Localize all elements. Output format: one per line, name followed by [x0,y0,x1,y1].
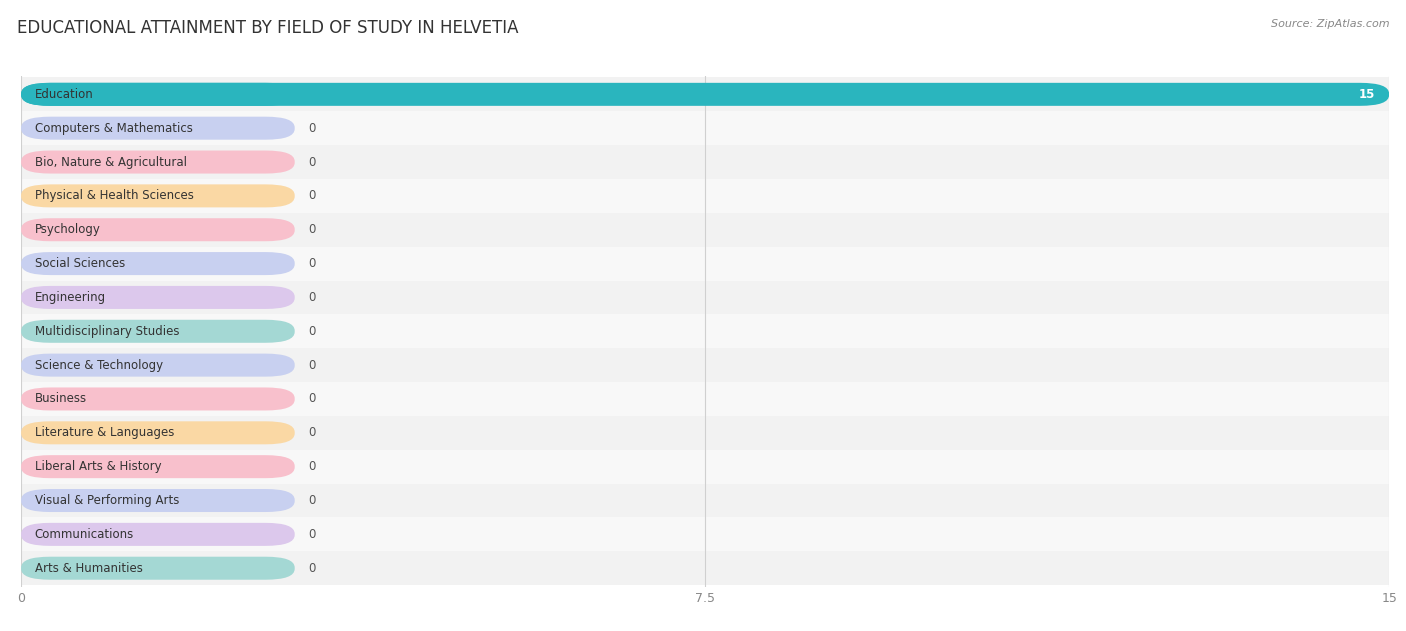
Bar [21,111,1389,145]
FancyBboxPatch shape [21,523,295,546]
FancyBboxPatch shape [21,489,295,512]
Text: EDUCATIONAL ATTAINMENT BY FIELD OF STUDY IN HELVETIA: EDUCATIONAL ATTAINMENT BY FIELD OF STUDY… [17,19,519,37]
Text: 0: 0 [308,494,316,507]
Text: 0: 0 [308,155,316,168]
Text: Visual & Performing Arts: Visual & Performing Arts [35,494,179,507]
Text: Literature & Languages: Literature & Languages [35,427,174,439]
Text: 0: 0 [308,358,316,372]
Bar [21,145,1389,179]
Bar [21,483,1389,517]
Text: 0: 0 [308,223,316,236]
Text: Computers & Mathematics: Computers & Mathematics [35,122,193,134]
Text: 0: 0 [308,189,316,203]
Bar [21,450,1389,483]
FancyBboxPatch shape [21,252,295,275]
Bar [21,247,1389,281]
Text: Social Sciences: Social Sciences [35,257,125,270]
Text: Business: Business [35,392,87,406]
Bar [21,213,1389,247]
FancyBboxPatch shape [21,387,295,411]
Text: Science & Technology: Science & Technology [35,358,163,372]
FancyBboxPatch shape [21,320,295,343]
Text: Communications: Communications [35,528,134,541]
Text: Liberal Arts & History: Liberal Arts & History [35,460,162,473]
Text: 0: 0 [308,460,316,473]
Text: 0: 0 [308,122,316,134]
Text: Education: Education [35,88,94,101]
Text: Bio, Nature & Agricultural: Bio, Nature & Agricultural [35,155,187,168]
Text: 15: 15 [1360,88,1375,101]
Bar [21,78,1389,111]
Text: 0: 0 [308,392,316,406]
Text: 0: 0 [308,325,316,338]
Text: Source: ZipAtlas.com: Source: ZipAtlas.com [1271,19,1389,29]
Text: 0: 0 [308,562,316,575]
Text: 0: 0 [308,291,316,304]
Text: Psychology: Psychology [35,223,101,236]
Text: 0: 0 [308,427,316,439]
Bar [21,281,1389,314]
Bar [21,314,1389,348]
FancyBboxPatch shape [21,83,295,106]
FancyBboxPatch shape [21,353,295,377]
Text: 0: 0 [308,257,316,270]
Text: Multidisciplinary Studies: Multidisciplinary Studies [35,325,180,338]
FancyBboxPatch shape [21,455,295,478]
Text: Engineering: Engineering [35,291,105,304]
Bar [21,179,1389,213]
Bar [21,348,1389,382]
FancyBboxPatch shape [21,151,295,174]
Bar [21,382,1389,416]
Text: 0: 0 [308,528,316,541]
Bar [21,551,1389,585]
Bar [21,416,1389,450]
FancyBboxPatch shape [21,83,1389,106]
FancyBboxPatch shape [21,184,295,208]
FancyBboxPatch shape [21,557,295,580]
FancyBboxPatch shape [21,117,295,139]
Text: Arts & Humanities: Arts & Humanities [35,562,142,575]
Bar [21,517,1389,551]
FancyBboxPatch shape [21,218,295,241]
FancyBboxPatch shape [21,422,295,444]
Text: Physical & Health Sciences: Physical & Health Sciences [35,189,194,203]
FancyBboxPatch shape [21,286,295,309]
